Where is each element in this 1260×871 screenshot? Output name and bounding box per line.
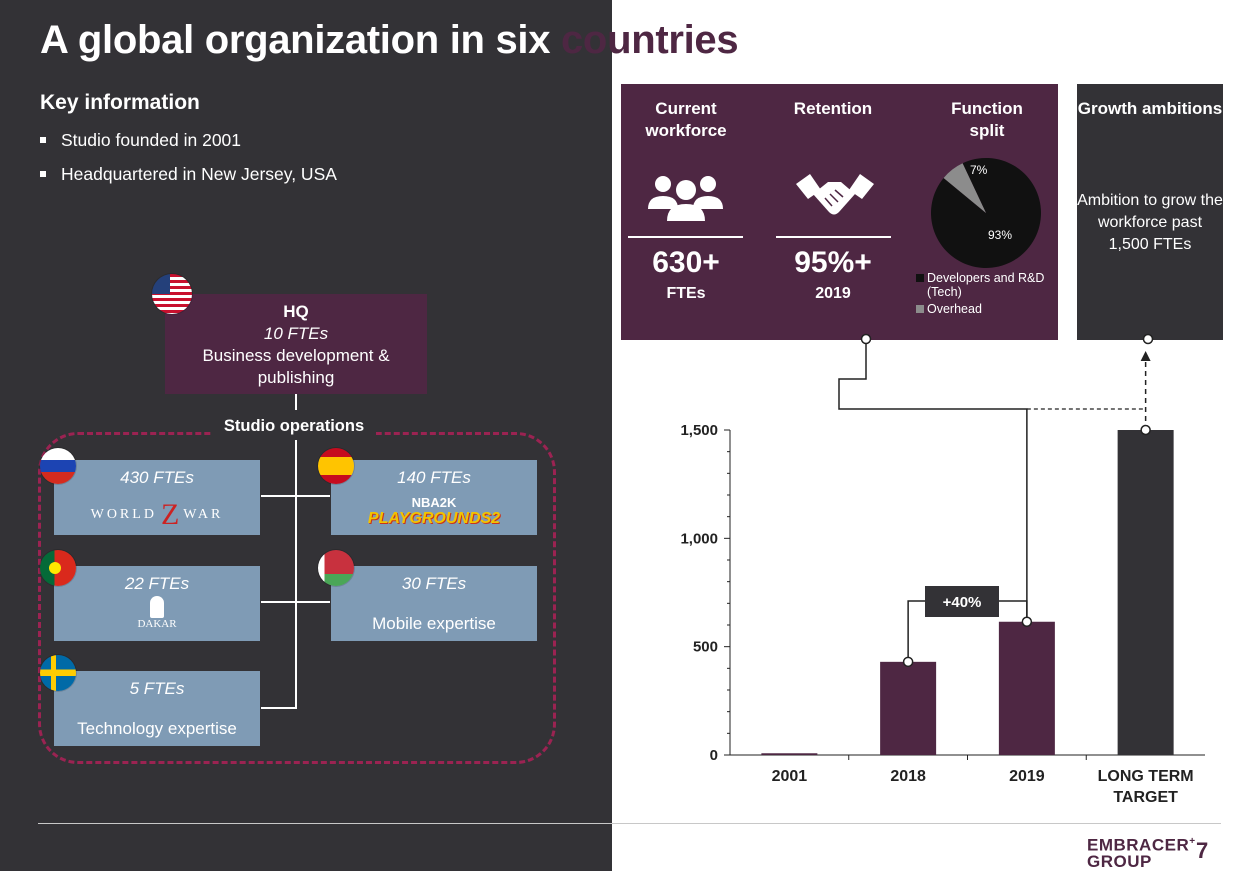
studio-ftes: 140 FTEs [397, 468, 471, 487]
x-tick-label: TARGET [1113, 789, 1178, 806]
x-tick-label: 2001 [772, 768, 808, 785]
workforce-unit: FTEs [666, 285, 706, 302]
studio-box-sweden: 5 FTEs Technology expertise [54, 671, 260, 746]
belarus-flag-icon [318, 550, 354, 586]
connector-dot [860, 333, 872, 345]
org-connector [295, 394, 297, 410]
people-icon [648, 176, 723, 221]
usa-flag-icon [152, 274, 192, 314]
title-part-1: A global organization in six [40, 18, 551, 62]
pie-label-developers: 93% [988, 228, 1013, 242]
embracer-group-logo: EMBRACER+ GROUP [1087, 835, 1196, 871]
page-number: 7 [1196, 838, 1209, 863]
org-branch-line [261, 707, 297, 709]
legend-item-overhead: Overhead [916, 302, 1066, 316]
legend-item-developers: Developers and R&D (Tech) [916, 271, 1066, 299]
retention-divider [776, 236, 891, 238]
y-tick-label: 1,500 [680, 422, 718, 439]
pie-slice [943, 163, 986, 213]
studio-description: Technology expertise [77, 719, 237, 738]
studio-ftes: 22 FTEs [124, 574, 190, 593]
studio-operations-label: Studio operations [212, 417, 376, 436]
bar-2001 [761, 753, 818, 755]
connector-dot [1021, 616, 1033, 627]
legend-swatch [916, 305, 924, 313]
sweden-flag-icon [40, 655, 76, 691]
workforce-connector [838, 339, 1028, 622]
pie-legend: Developers and R&D (Tech) Overhead [916, 271, 1066, 319]
world-war-z-logo: WORLD Z WAR [90, 498, 224, 531]
growth-annotation-box [925, 586, 999, 617]
dakar-figure-icon [150, 596, 164, 618]
org-branch-line [261, 601, 330, 603]
studio-ftes: 430 FTEs [120, 468, 194, 487]
hq-box: HQ 10 FTEs Business development & publis… [165, 294, 427, 394]
key-info-bullet: Headquartered in New Jersey, USA [40, 163, 337, 197]
y-tick-label: 500 [693, 639, 718, 656]
portugal-flag-icon [40, 550, 76, 586]
page-title: A global organization in six countries [40, 18, 739, 63]
pie-label-overhead: 7% [970, 163, 988, 177]
growth-arrowhead [1140, 351, 1151, 361]
key-info-heading: Key information [40, 91, 200, 114]
retention-title: Retention [793, 99, 873, 118]
nba-playgrounds-logo: NBA2K PLAYGROUNDS2 [367, 495, 501, 527]
studio-ftes: 30 FTEs [401, 574, 467, 593]
handshake-icon [796, 174, 874, 215]
studio-box-portugal: 22 FTEs DAKAR [54, 566, 260, 641]
growth-annotation-label: +40% [943, 594, 982, 611]
russia-flag-icon [40, 448, 76, 484]
hq-title: HQ [283, 302, 309, 321]
workforce-value: 630+ [652, 246, 720, 279]
bar-long-term-target [1117, 430, 1174, 755]
title-part-2: countries [560, 18, 739, 62]
org-trunk-line [295, 440, 297, 709]
y-tick-label: 0 [710, 747, 718, 764]
connector-dot [1142, 333, 1154, 345]
org-branch-line [261, 495, 330, 497]
function-split-title: Function split [951, 99, 1023, 140]
growth-panel [1077, 84, 1223, 340]
key-info-list: Studio founded in 2001 Headquartered in … [40, 129, 337, 197]
studio-ftes: 5 FTEs [129, 679, 185, 698]
key-info-bullet: Studio founded in 2001 [40, 129, 337, 163]
workforce-title: Current workforce [645, 99, 727, 140]
legend-swatch [916, 274, 924, 282]
retention-value: 95%+ [794, 246, 872, 279]
studio-description: Mobile expertise [372, 614, 496, 633]
x-tick-label: 2019 [1009, 768, 1045, 785]
x-tick-label: LONG TERM [1098, 768, 1194, 785]
dakar-logo: DAKAR [54, 596, 260, 630]
studio-box-belarus: 30 FTEs Mobile expertise [331, 566, 537, 641]
bar-2019 [998, 621, 1055, 755]
hq-description: Business development & publishing [202, 346, 390, 387]
connector-dot [902, 656, 914, 668]
growth-description: Ambition to grow the workforce past 1,50… [1077, 192, 1223, 253]
connector-dot [1140, 424, 1151, 436]
function-split-pie [931, 158, 1041, 268]
footer-divider [38, 823, 1221, 824]
bar-2018 [880, 661, 937, 755]
studio-box-spain: 140 FTEs NBA2K PLAYGROUNDS2 [331, 460, 537, 535]
studio-box-russia: 430 FTEs WORLD Z WAR [54, 460, 260, 535]
hq-ftes: 10 FTEs [263, 324, 329, 343]
workforce-divider [628, 236, 743, 238]
y-tick-label: 1,000 [680, 530, 718, 547]
growth-title: Growth ambitions [1077, 99, 1223, 118]
x-tick-label: 2018 [890, 768, 926, 785]
spain-flag-icon [318, 448, 354, 484]
retention-unit: 2019 [815, 285, 851, 302]
